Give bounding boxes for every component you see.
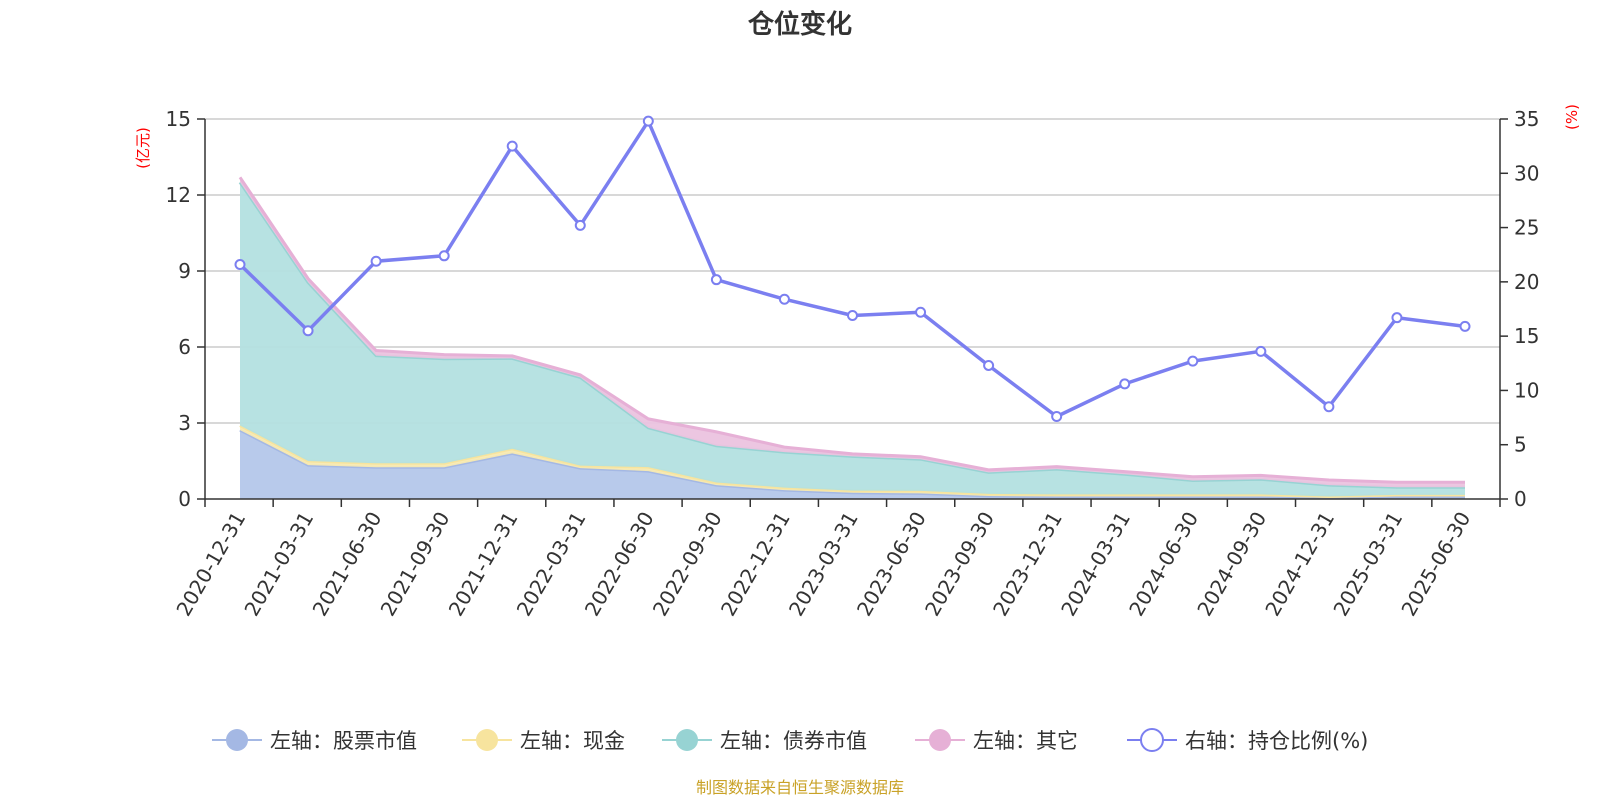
- ratio-point: [1119, 378, 1131, 390]
- x-tick-label: 2023-09-30: [920, 508, 999, 621]
- legend-label: 左轴：其它: [973, 729, 1078, 753]
- left-y-tick-label: 3: [178, 411, 191, 435]
- ratio-point: [1187, 355, 1199, 367]
- right-y-tick-label: 0: [1514, 487, 1527, 511]
- right-y-tick-label: 20: [1514, 270, 1539, 294]
- x-tick-label: 2024-12-31: [1260, 508, 1339, 621]
- x-tick-label: 2024-09-30: [1192, 508, 1271, 621]
- axes: [197, 118, 1508, 507]
- legend-label: 左轴：现金: [520, 729, 625, 753]
- legend-marker: [929, 729, 951, 751]
- ratio-point: [506, 140, 518, 152]
- x-tick-label: 2022-12-31: [716, 508, 795, 621]
- right-axis-unit: (%): [1563, 104, 1581, 130]
- left-y-tick-label: 9: [178, 259, 191, 283]
- grid-lines: [205, 118, 1500, 424]
- legend-label: 右轴：持仓比例(%): [1185, 729, 1368, 753]
- x-tick-label: 2025-06-30: [1396, 508, 1475, 621]
- ratio-point: [574, 219, 586, 231]
- ratio-point: [1051, 410, 1063, 422]
- right-y-tick-label: 25: [1514, 216, 1539, 240]
- legend-label: 左轴：债券市值: [720, 729, 867, 753]
- legend-item-4: 右轴：持仓比例(%): [1127, 728, 1368, 753]
- ratio-point: [302, 325, 314, 337]
- legend-marker: [476, 729, 498, 751]
- ratio-point: [1255, 345, 1267, 357]
- x-tick-label: 2022-03-31: [512, 508, 591, 621]
- x-tick-label: 2022-06-30: [580, 508, 659, 621]
- legend-item-3: 左轴：其它: [915, 729, 1078, 753]
- chart-title: 仓位变化: [747, 9, 852, 40]
- legend-marker: [1140, 728, 1164, 752]
- ratio-point: [234, 258, 246, 270]
- area-series-0: [240, 430, 1465, 499]
- ratio-point: [778, 293, 790, 305]
- legend-item-0: 左轴：股票市值: [212, 729, 417, 753]
- x-tick-label: 2024-06-30: [1124, 508, 1203, 621]
- ratio-point: [847, 310, 858, 322]
- legend: 左轴：股票市值 左轴：现金 左轴：债券市值 左轴：其它 右轴：持仓比例(%): [212, 728, 1368, 753]
- ratio-point: [370, 255, 382, 267]
- x-tick-label: 2021-06-30: [308, 508, 387, 621]
- x-tick-label: 2021-12-31: [444, 508, 523, 621]
- left-y-tick-label: 0: [178, 487, 191, 511]
- position-ratio-line: [234, 115, 1471, 422]
- ratio-point: [642, 115, 654, 127]
- x-tick-label: 2021-09-30: [376, 507, 455, 620]
- x-tick-label: 2023-12-31: [988, 508, 1067, 621]
- left-axis-unit: (亿元): [134, 127, 152, 169]
- right-y-tick-label: 35: [1514, 107, 1539, 131]
- area-top-line-3: [238, 176, 1465, 484]
- x-tick-label: 2023-03-31: [784, 508, 863, 621]
- right-y-tick-label: 30: [1514, 161, 1539, 185]
- left-y-tick-label: 15: [166, 107, 191, 131]
- x-tick-label: 2021-03-31: [239, 508, 318, 621]
- source-note: 制图数据来自恒生聚源数据库: [696, 778, 904, 797]
- right-y-tick-label: 5: [1514, 433, 1527, 457]
- ratio-point: [915, 306, 927, 318]
- ratio-point: [438, 250, 450, 262]
- ratio-point: [1391, 312, 1403, 324]
- right-y-tick-label: 15: [1514, 324, 1539, 348]
- legend-marker: [226, 729, 248, 751]
- legend-label: 左轴：股票市值: [270, 729, 417, 753]
- x-tick-label: 2023-06-30: [852, 508, 931, 621]
- ratio-point: [983, 359, 995, 371]
- ratio-point: [1459, 320, 1471, 332]
- right-y-tick-label: 10: [1514, 378, 1539, 402]
- x-tick-label: 2025-03-31: [1328, 508, 1407, 621]
- area-series-2: [240, 182, 1465, 497]
- ratio-point: [1323, 401, 1335, 413]
- legend-marker: [676, 729, 698, 751]
- legend-item-1: 左轴：现金: [462, 729, 625, 753]
- left-y-tick-label: 6: [178, 335, 191, 359]
- x-tick-label: 2022-09-30: [648, 508, 727, 621]
- left-y-tick-label: 12: [166, 183, 191, 207]
- legend-item-2: 左轴：债券市值: [662, 729, 867, 753]
- x-tick-label: 2024-03-31: [1056, 508, 1135, 621]
- ratio-point: [710, 274, 722, 286]
- stacked-areas: [238, 176, 1465, 500]
- x-tick-label: 2020-12-31: [171, 508, 250, 621]
